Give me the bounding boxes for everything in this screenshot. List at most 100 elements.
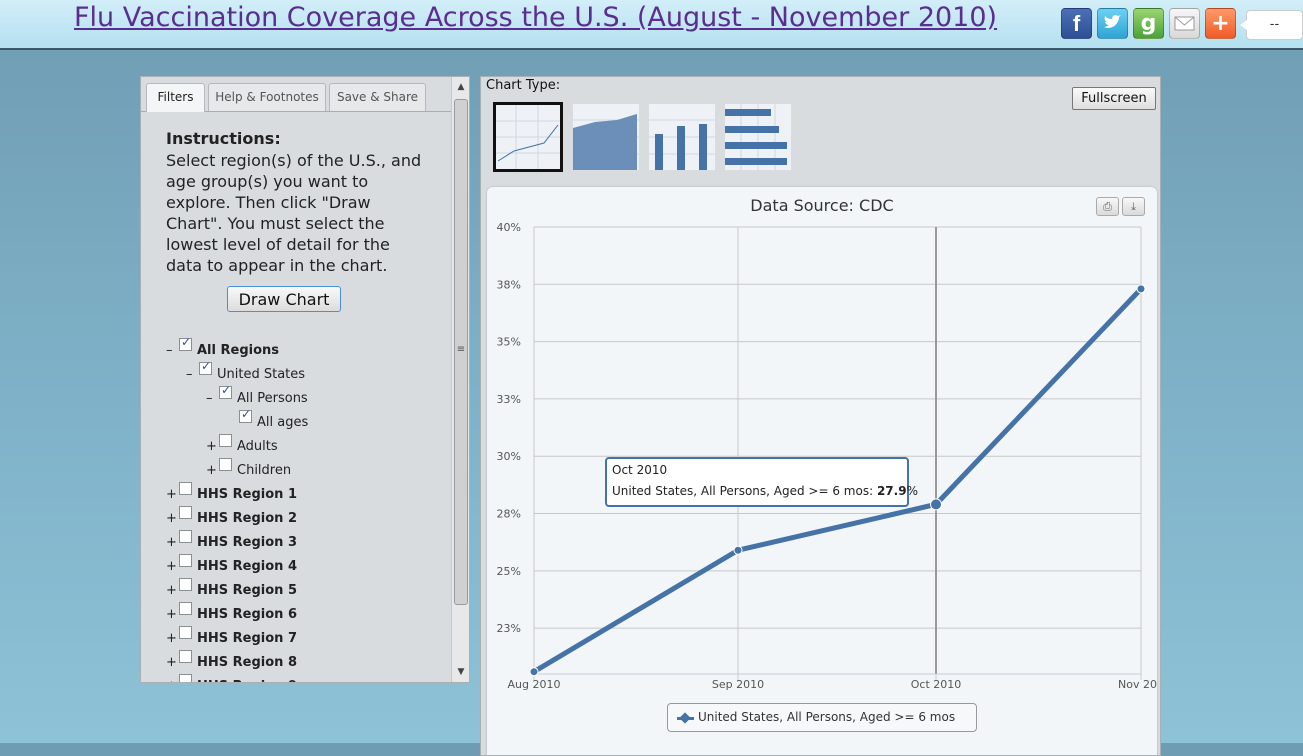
collapse-icon[interactable]: – [166,343,173,358]
y-tick-label: 23% [497,622,521,635]
bar-chart-type-icon[interactable] [725,104,791,170]
scroll-thumb[interactable]: ≡ [454,99,468,605]
tree-checkbox[interactable] [179,554,192,567]
tree-checkbox[interactable] [179,578,192,591]
expand-icon[interactable]: + [166,535,177,550]
series-line [531,286,1144,675]
tree-label[interactable]: HHS Region 7 [197,631,297,646]
grip-icon: ≡ [456,344,466,355]
expand-icon[interactable]: + [166,607,177,622]
data-point[interactable] [529,667,539,677]
tree-label[interactable]: HHS Region 5 [197,583,297,598]
tree-label[interactable]: HHS Region 4 [197,559,297,574]
y-tick-label: 28% [497,508,521,521]
x-tick-label: Aug 2010 [508,678,561,691]
plus-icon[interactable]: + [1205,8,1236,39]
tooltip-series: United States, All Persons, Aged >= 6 mo… [612,484,874,498]
line-chart[interactable]: 23% 25% 28% 30% 33% 35% 38% 40% Aug 2010 Sep 2010… [487,187,1157,756]
tooltip-title: Oct 2010 [612,463,668,477]
instructions-text: Select region(s) of the U.S., and age gr… [166,151,422,275]
email-icon[interactable] [1169,8,1200,39]
share-count: -- [1240,10,1303,40]
tab-help-footnotes[interactable]: Help & Footnotes [208,83,326,111]
scrollbar[interactable]: ▲ ≡ ▼ [451,77,469,682]
expand-icon[interactable]: + [166,631,177,646]
tree-checkbox[interactable] [219,383,232,399]
tree-checkbox[interactable] [179,530,192,543]
draw-chart-button[interactable]: Draw Chart [227,286,341,312]
tree-label[interactable]: Children [237,463,292,478]
expand-icon[interactable]: + [166,487,177,502]
y-tick-label: 40% [497,221,521,234]
y-tick-label: 38% [497,278,521,291]
tab-save-share[interactable]: Save & Share [329,83,426,111]
filters-panel: Filters Help & Footnotes Save & Share In… [140,76,470,683]
fullscreen-button[interactable]: Fullscreen [1072,87,1156,110]
tree-label[interactable]: All ages [257,415,309,430]
expand-icon[interactable]: + [206,439,217,454]
envelope-shape [1174,16,1195,31]
tree-checkbox[interactable] [219,458,232,471]
chart-card: 23% 25% 28% 30% 33% 35% 38% 40% Aug 2010 Sep 2010… [487,187,1157,756]
tree-label[interactable]: Adults [237,439,278,454]
google-icon[interactable]: g [1133,8,1164,39]
tree-label[interactable]: All Regions [197,343,280,358]
tree-label[interactable]: HHS Region 6 [197,607,297,622]
line-chart-type-icon[interactable] [493,102,563,172]
tree-checkbox[interactable] [179,674,192,682]
y-tick-label: 30% [497,450,521,463]
chart-panel: Chart Type: Fullscreen 23% 25% 28% 30% 33% 35… [480,76,1161,756]
tree-checkbox[interactable] [179,335,192,351]
area-chart-type-icon[interactable] [573,104,639,170]
facebook-icon[interactable]: f [1061,8,1092,39]
tree-checkbox[interactable] [199,359,212,375]
scroll-up-arrow-icon[interactable]: ▲ [457,82,465,92]
chart-type-label: Chart Type: [486,78,561,93]
tree-checkbox[interactable] [179,650,192,663]
tree-label[interactable]: All Persons [237,391,308,406]
collapse-icon[interactable]: – [186,367,193,382]
y-tick-label: 35% [497,336,521,349]
area-thumb-shape [573,114,639,170]
x-tick-label: Oct 2010 [911,678,962,691]
tree-checkbox[interactable] [219,434,232,447]
tooltip: Oct 2010 United States, All Persons, Age… [605,457,918,507]
tree-label[interactable]: HHS Region 2 [197,511,297,526]
tree-label[interactable]: United States [217,367,306,382]
data-point[interactable] [733,545,743,555]
tab-filters[interactable]: Filters [146,83,205,112]
expand-icon[interactable]: + [166,679,178,682]
column-chart-type-icon[interactable] [649,104,715,170]
twitter-bird-shape [1104,15,1121,28]
tree-label[interactable]: HHS Region 8 [197,655,297,670]
x-tick-label: Sep 2010 [712,678,764,691]
legend-series-symbol [677,717,694,720]
scroll-down-arrow-icon[interactable]: ▼ [457,667,465,677]
chart-legend[interactable]: United States, All Persons, Aged >= 6 mo… [667,703,977,732]
expand-icon[interactable]: + [206,463,217,478]
tree-checkbox[interactable] [179,602,192,615]
plot-area [534,227,1141,674]
tree-label[interactable]: HHS Region 9 [197,679,297,682]
tooltip-value: 27.9 [876,484,907,498]
expand-icon[interactable]: + [166,655,177,670]
tree-label[interactable]: HHS Region 1 [197,487,297,502]
bar-thumb-shape [725,104,787,170]
tree-checkbox[interactable] [179,626,192,639]
collapse-icon[interactable]: – [206,391,213,406]
tree-checkbox[interactable] [179,482,192,495]
expand-icon[interactable]: + [166,511,177,526]
expand-icon[interactable]: + [166,583,177,598]
tree-label[interactable]: HHS Region 3 [197,535,297,550]
data-point[interactable] [930,498,942,511]
data-point[interactable] [1136,284,1146,294]
expand-icon[interactable]: + [166,559,177,574]
twitter-icon[interactable] [1097,8,1128,39]
top-bar: Flu Vaccination Coverage Across the U.S.… [0,0,1303,50]
download-icon[interactable]: ⤓ [1122,197,1145,216]
tree-checkbox[interactable] [179,506,192,519]
tooltip-value-line: United States, All Persons, Aged >= 6 mo… [612,484,918,498]
print-icon[interactable]: ⎙ [1096,197,1119,216]
tree-checkbox[interactable] [239,407,252,423]
page-title[interactable]: Flu Vaccination Coverage Across the U.S.… [74,2,998,33]
